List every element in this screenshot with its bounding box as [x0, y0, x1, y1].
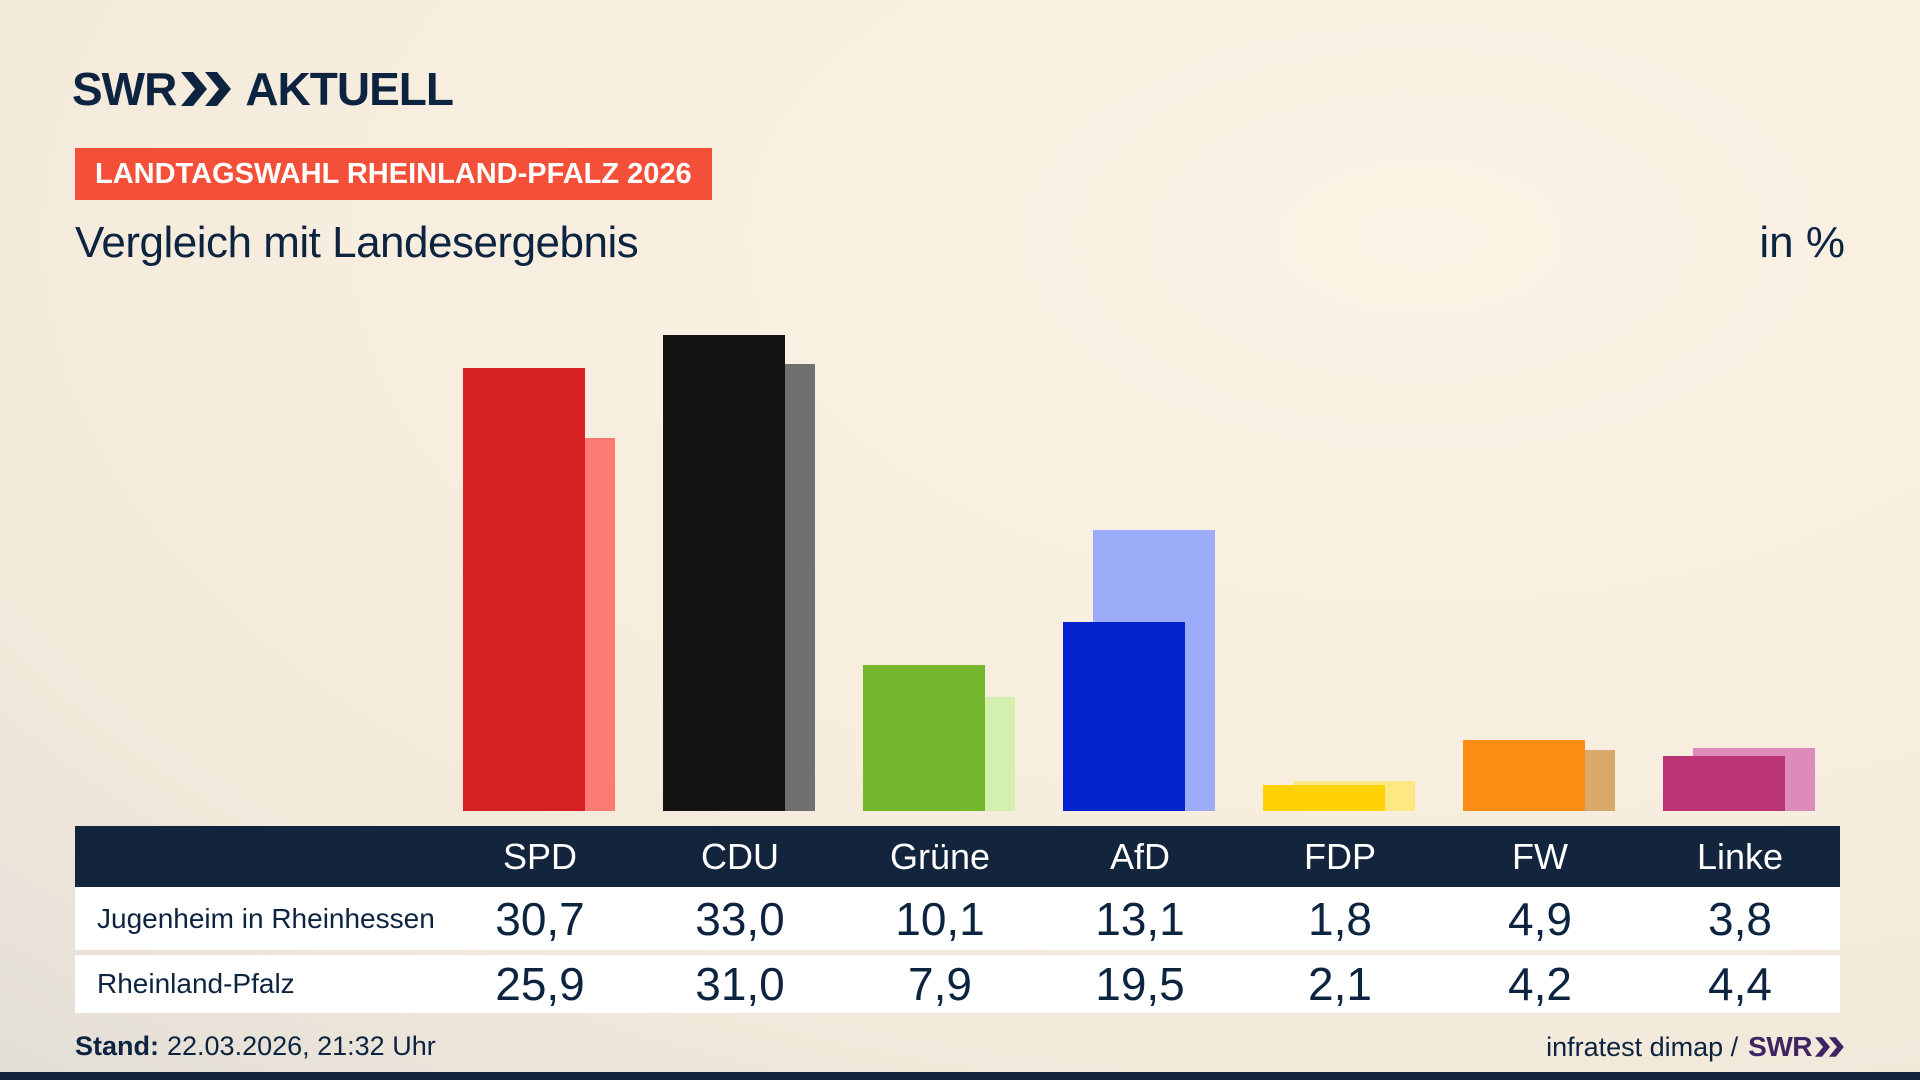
bar-fw-municipality: [1463, 740, 1585, 811]
table-row-municipality-value-cdu: 33,0: [695, 892, 785, 945]
table-row-state-value-linke: 4,4: [1708, 958, 1772, 1010]
table-header-afd: AfD: [1109, 835, 1170, 877]
bar-linke-municipality: [1663, 756, 1785, 811]
logo-double-chevron-icon: [181, 72, 233, 106]
bar-group-fw: [1440, 330, 1640, 811]
bar-group-cdu: [640, 330, 840, 811]
bar-group-afd: [1040, 330, 1240, 811]
swr-aktuell-logo: SWR AKTUELL: [72, 62, 454, 116]
table-row-municipality-value-grune: 10,1: [895, 892, 985, 945]
stand-timestamp: Stand: 22.03.2026, 21:32 Uhr: [75, 1031, 436, 1062]
bar-group-linke: [1640, 330, 1840, 811]
comparison-bar-chart: [440, 330, 1850, 811]
table-row-state-value-fdp: 2,1: [1308, 958, 1372, 1010]
table-header-row: SPD CDU Grüne AfD FDP FW Linke: [75, 826, 1840, 887]
bar-afd-municipality: [1063, 622, 1185, 811]
election-badge: LANDTAGSWAHL RHEINLAND-PFALZ 2026: [75, 148, 712, 200]
table-header-grune: Grüne: [889, 835, 991, 877]
results-table: SPD CDU Grüne AfD FDP FW Linke Jugenheim in Rhe…: [75, 826, 1840, 1013]
source-credit: infratest dimap / SWR: [1546, 1031, 1845, 1063]
table-row-state-value-cdu: 31,0: [695, 958, 785, 1010]
table-header-linke: Linke: [1696, 835, 1784, 877]
table-row-state-value-fw: 4,2: [1508, 958, 1572, 1010]
table-header-spd: SPD: [502, 835, 578, 877]
bar-group-fdp: [1240, 330, 1440, 811]
table-header-fdp: FDP: [1304, 835, 1376, 877]
stand-label: Stand:: [75, 1031, 159, 1061]
bar-grune-municipality: [863, 665, 985, 811]
source-text: infratest dimap /: [1546, 1031, 1739, 1062]
stand-value: 22.03.2026, 21:32 Uhr: [167, 1031, 436, 1061]
bottom-navy-bar: [0, 1072, 1920, 1080]
chart-title: Vergleich mit Landesergebnis: [75, 218, 639, 267]
table-row-state-label: Rheinland-Pfalz: [97, 968, 295, 999]
bar-group-grune: [840, 330, 1040, 811]
table-row-municipality-label: Jugenheim in Rheinhessen: [97, 902, 435, 934]
source-swr-logo: SWR: [1748, 1031, 1845, 1063]
bar-spd-municipality: [463, 368, 585, 811]
table-row-municipality: Jugenheim in Rheinhessen 30,7 33,0 10,1 13,1…: [75, 887, 1840, 950]
table-row-municipality-value-spd: 30,7: [495, 892, 585, 945]
table-row-municipality-value-fdp: 1,8: [1308, 892, 1372, 945]
source-swr-text: SWR: [1748, 1031, 1812, 1062]
logo-swr-text: SWR: [72, 63, 177, 115]
logo-aktuell-text: AKTUELL: [245, 63, 454, 115]
table-row-municipality-value-linke: 3,8: [1708, 892, 1772, 945]
table-header-fw: FW: [1512, 835, 1568, 877]
table-header-row-label: [75, 826, 440, 887]
table-row-municipality-value-fw: 4,9: [1508, 892, 1572, 945]
bar-fdp-municipality: [1263, 785, 1385, 811]
table-row-state-value-spd: 25,9: [495, 958, 585, 1010]
table-row-state-value-grune: 7,9: [908, 958, 972, 1010]
table-header-cdu: CDU: [701, 835, 779, 877]
table-row-state: Rheinland-Pfalz 25,9 31,0 7,9 19,5 2,1 4,2 4,4: [75, 955, 1840, 1013]
bar-group-spd: [440, 330, 640, 811]
table-row-municipality-value-afd: 13,1: [1095, 892, 1185, 945]
bar-cdu-municipality: [663, 335, 785, 811]
source-swr-chevron-icon: [1815, 1037, 1845, 1057]
table-row-state-value-afd: 19,5: [1095, 958, 1185, 1010]
unit-label: in %: [1759, 218, 1845, 267]
